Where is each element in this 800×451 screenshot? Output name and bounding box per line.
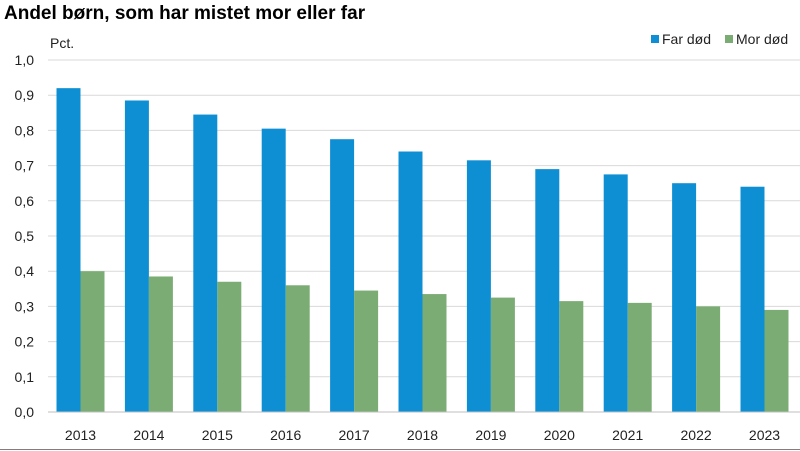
y-tick-label: 0,8 (15, 122, 35, 138)
bar-mor-dod (764, 309, 789, 412)
y-tick-label: 0,3 (15, 298, 35, 314)
y-tick-label: 0,5 (15, 228, 35, 244)
x-tick-label: 2018 (407, 427, 438, 443)
bar-far-dod (672, 183, 697, 412)
bar-mor-dod (696, 306, 721, 412)
bar-mor-dod (559, 301, 584, 412)
y-axis-label: Pct. (50, 35, 74, 51)
legend-swatch (725, 35, 733, 43)
x-tick-label: 2016 (270, 427, 301, 443)
bar-far-dod (398, 151, 423, 412)
chart-title: Andel børn, som har mistet mor eller far (4, 3, 366, 24)
x-tick-label: 2015 (202, 427, 233, 443)
bar-far-dod (124, 100, 149, 412)
legend-label: Far død (662, 31, 711, 47)
y-tick-label: 0,9 (15, 87, 35, 103)
y-tick-label: 1,0 (15, 52, 35, 68)
bar-mor-dod (354, 290, 379, 412)
x-tick-label: 2019 (475, 427, 506, 443)
legend: Far død Mor død (651, 31, 788, 47)
y-tick-label: 0,1 (15, 369, 35, 385)
bar-far-dod (261, 128, 286, 412)
x-tick-label: 2014 (133, 427, 164, 443)
bar-mor-dod (80, 271, 105, 412)
y-tick-label: 0,2 (15, 334, 35, 350)
y-tick-label: 0,7 (15, 158, 35, 174)
bar-far-dod (193, 114, 218, 412)
y-tick-label: 0,0 (15, 404, 35, 420)
bar-mor-dod (217, 281, 242, 412)
bar-far-dod (603, 174, 628, 412)
legend-swatch (651, 35, 659, 43)
bar-mor-dod (627, 302, 652, 412)
legend-label: Mor død (736, 31, 788, 47)
y-tick-label: 0,6 (15, 193, 35, 209)
bar-mor-dod (148, 276, 173, 412)
x-tick-label: 2021 (612, 427, 643, 443)
bar-far-dod (740, 186, 765, 412)
bar-mor-dod (490, 297, 515, 412)
bar-mor-dod (422, 294, 447, 412)
bar-far-dod (330, 139, 355, 412)
bar-far-dod (56, 88, 81, 412)
x-tick-label: 2020 (544, 427, 575, 443)
bars (56, 88, 789, 412)
x-tick-label: 2022 (681, 427, 712, 443)
y-tick-label: 0,4 (15, 263, 35, 279)
bar-far-dod (535, 169, 560, 412)
x-axis-ticks: 2013 2014 2015 2016 2017 2018 2019 2020 2021 2022… (65, 427, 780, 443)
bar-far-dod (466, 160, 491, 412)
bar-mor-dod (285, 285, 310, 412)
x-tick-label: 2023 (749, 427, 780, 443)
x-tick-label: 2017 (339, 427, 370, 443)
x-tick-label: 2013 (65, 427, 96, 443)
y-axis-ticks: 0,0 0,1 0,2 0,3 0,4 0,5 0,6 0,7 0,8 0,9 1,0 (15, 52, 35, 420)
